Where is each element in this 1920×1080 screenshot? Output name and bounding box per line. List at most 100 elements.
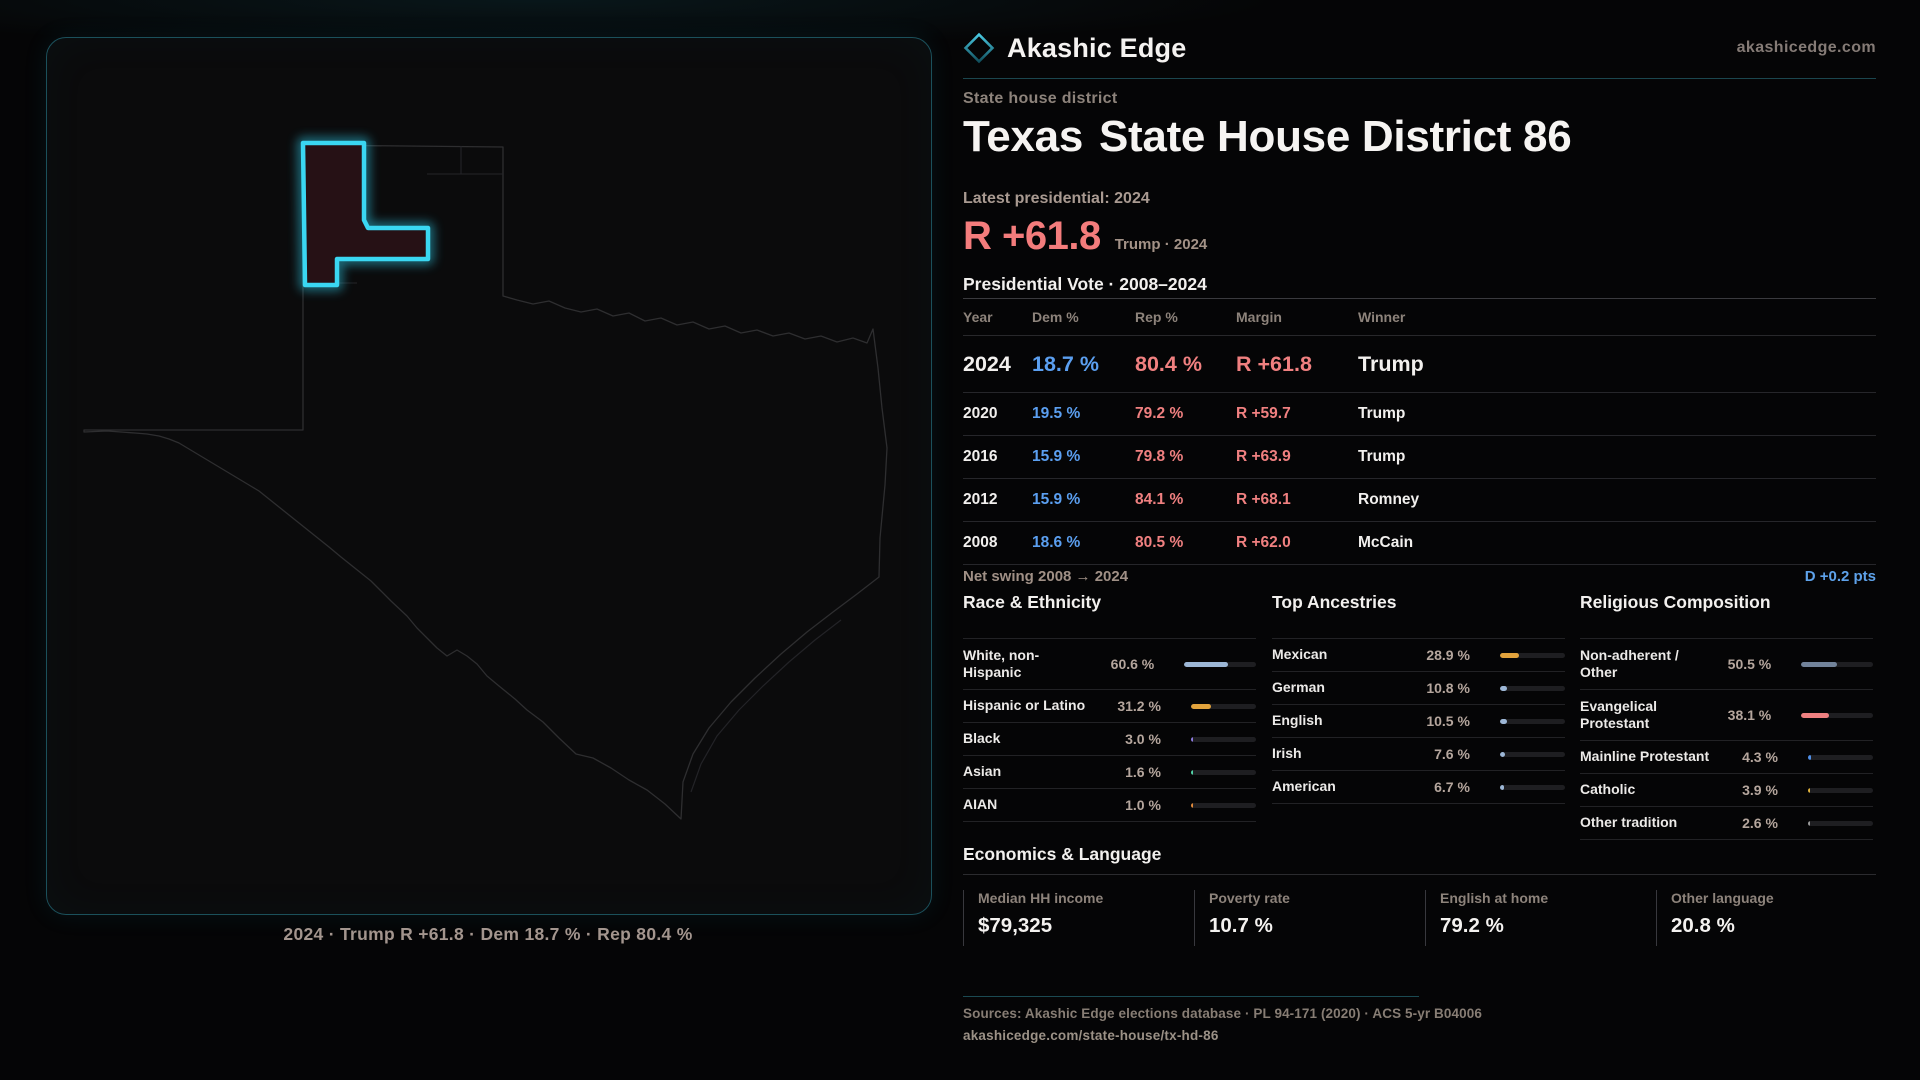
brand-row: Akashic Edge akashicedge.com	[963, 24, 1876, 72]
detail-pane: Akashic Edge akashicedge.com State house…	[963, 0, 1876, 1080]
pv-cell-win: McCain	[1358, 534, 1414, 551]
pv-cell-year: 2008	[963, 534, 998, 551]
demo-row: Irish 7.6 %	[1272, 738, 1565, 771]
econ-stat-value: 10.7 %	[1209, 914, 1273, 937]
section-religious-composition: Religious Composition Non-adherent / Oth…	[1580, 592, 1873, 840]
pv-cell-year: 2012	[963, 491, 998, 508]
brand-name: Akashic Edge	[1007, 32, 1187, 63]
econ-stat-label: Poverty rate	[1209, 890, 1290, 906]
econ-stat-value: 20.8 %	[1671, 914, 1735, 937]
footer-divider	[963, 996, 1419, 997]
demo-value: 3.9 %	[1742, 782, 1778, 798]
pv-cell-margin: R +68.1	[1236, 491, 1291, 508]
demo-row: Other tradition 2.6 %	[1580, 807, 1873, 840]
pv-col-header: Winner	[1358, 309, 1406, 325]
demo-row: German 10.8 %	[1272, 672, 1565, 705]
pv-row-2020: 2020 19.5 % 79.2 % R +59.7 Trump	[963, 393, 1876, 436]
net-swing-value: D +0.2 pts	[1804, 567, 1876, 585]
demo-value: 60.6 %	[1110, 656, 1155, 672]
demo-bar-fill	[1499, 751, 1505, 757]
demo-value: 10.5 %	[1426, 713, 1470, 729]
demo-value: 6.7 %	[1434, 779, 1470, 795]
pv-row-2008: 2008 18.6 % 80.5 % R +62.0 McCain	[963, 522, 1876, 565]
demo-value: 4.3 %	[1742, 749, 1778, 765]
demo-value: 1.6 %	[1125, 764, 1161, 780]
demo-bar-fill	[1801, 661, 1838, 667]
section-top-ancestries: Top Ancestries Mexican 28.9 % German 10.8 %…	[1272, 592, 1565, 804]
section-title: Race & Ethnicity	[963, 592, 1102, 612]
demo-bar-fill	[1499, 718, 1507, 724]
pv-cell-year: 2024	[963, 351, 1011, 376]
pv-col-header: Year	[963, 309, 993, 325]
demo-bar	[1807, 820, 1873, 826]
demo-bar	[1190, 703, 1256, 709]
demo-bar	[1807, 754, 1873, 760]
demo-label: AIAN	[963, 796, 998, 813]
econ-stat: Other language 20.8 %	[1656, 890, 1887, 946]
pv-row-2016: 2016 15.9 % 79.8 % R +63.9 Trump	[963, 436, 1876, 479]
brand-site-link[interactable]: akashicedge.com	[1736, 39, 1876, 56]
district-shape[interactable]	[300, 140, 431, 288]
demo-value: 50.5 %	[1727, 656, 1772, 672]
map-caption: 2024 · Trump R +61.8 · Dem 18.7 % · Rep …	[283, 924, 693, 944]
district-map-panel	[46, 37, 932, 915]
demo-bar	[1190, 736, 1256, 742]
demo-row: Hispanic or Latino 31.2 %	[963, 690, 1256, 723]
page-title: Texas State House District 86	[963, 112, 1572, 162]
coast-islands-line	[690, 619, 842, 793]
demo-bar-fill	[1190, 736, 1194, 742]
texas-map	[83, 137, 888, 820]
pv-col-header: Margin	[1236, 309, 1282, 325]
demo-label: Catholic	[1580, 781, 1636, 798]
demo-value: 28.9 %	[1426, 647, 1470, 663]
econ-stat-value: 79.2 %	[1440, 914, 1504, 937]
demo-label: Other tradition	[1580, 814, 1678, 831]
pv-cell-rep: 79.2 %	[1135, 405, 1184, 422]
demo-row: Evangelical Protestant 38.1 %	[1580, 690, 1873, 741]
pv-cell-margin: R +63.9	[1236, 448, 1291, 465]
demo-value: 1.0 %	[1125, 797, 1161, 813]
pv-cell-win: Romney	[1358, 491, 1420, 508]
demo-bar-fill	[1807, 820, 1811, 826]
demo-bar	[1190, 802, 1256, 808]
pv-cell-rep: 80.4 %	[1135, 351, 1202, 376]
demo-bar	[1801, 712, 1873, 718]
demo-bar	[1499, 652, 1565, 658]
pv-table-rows: 2024 18.7 % 80.4 % R +61.8 Trump 2020 19.5 % 79…	[963, 336, 1876, 565]
demo-value: 38.1 %	[1727, 707, 1772, 723]
pv-table-title: Presidential Vote · 2008–2024	[963, 274, 1207, 294]
demo-label: Black	[963, 730, 1001, 747]
demo-label: Mainline Protestant	[1580, 748, 1710, 765]
demo-bar	[1190, 769, 1256, 775]
pv-cell-win: Trump	[1358, 405, 1406, 422]
demo-bar	[1807, 787, 1873, 793]
demo-value: 3.0 %	[1125, 731, 1161, 747]
pv-cell-rep: 80.5 %	[1135, 534, 1184, 551]
demo-bar-fill	[1807, 787, 1811, 793]
demo-bar-fill	[1184, 661, 1228, 667]
demo-row: American 6.7 %	[1272, 771, 1565, 804]
demo-label: White, non-Hispanic	[963, 646, 1040, 681]
demo-value: 31.2 %	[1117, 698, 1161, 714]
pv-cell-dem: 18.7 %	[1032, 351, 1099, 376]
headline-margin-row: R +61.8 Trump · 2024	[963, 216, 1207, 256]
pv-cell-win: Trump	[1358, 448, 1406, 465]
demo-label: Mexican	[1272, 646, 1328, 663]
pv-cell-dem: 19.5 %	[1032, 405, 1081, 422]
econ-stat-value: $79,325	[978, 914, 1053, 937]
demo-value: 10.8 %	[1426, 680, 1470, 696]
demo-bar-fill	[1190, 703, 1212, 709]
demo-bar	[1184, 661, 1256, 667]
econ-stat: Poverty rate 10.7 %	[1194, 890, 1425, 946]
demo-bar-fill	[1499, 784, 1505, 790]
pv-cell-dem: 18.6 %	[1032, 534, 1081, 551]
pv-col-header: Dem %	[1032, 309, 1079, 325]
demo-row: White, non-Hispanic 60.6 %	[963, 639, 1256, 690]
demo-row: Black 3.0 %	[963, 723, 1256, 756]
section-race-ethnicity: Race & Ethnicity White, non-Hispanic 60.6…	[963, 592, 1256, 822]
diamond-logo-icon	[963, 32, 995, 64]
footer-link[interactable]: akashicedge.com/state-house/tx-hd-86	[963, 1028, 1219, 1043]
kicker: State house district	[963, 90, 1118, 107]
econ-stats: Median HH income $79,325 Poverty rate 10.7 …	[963, 890, 1887, 946]
